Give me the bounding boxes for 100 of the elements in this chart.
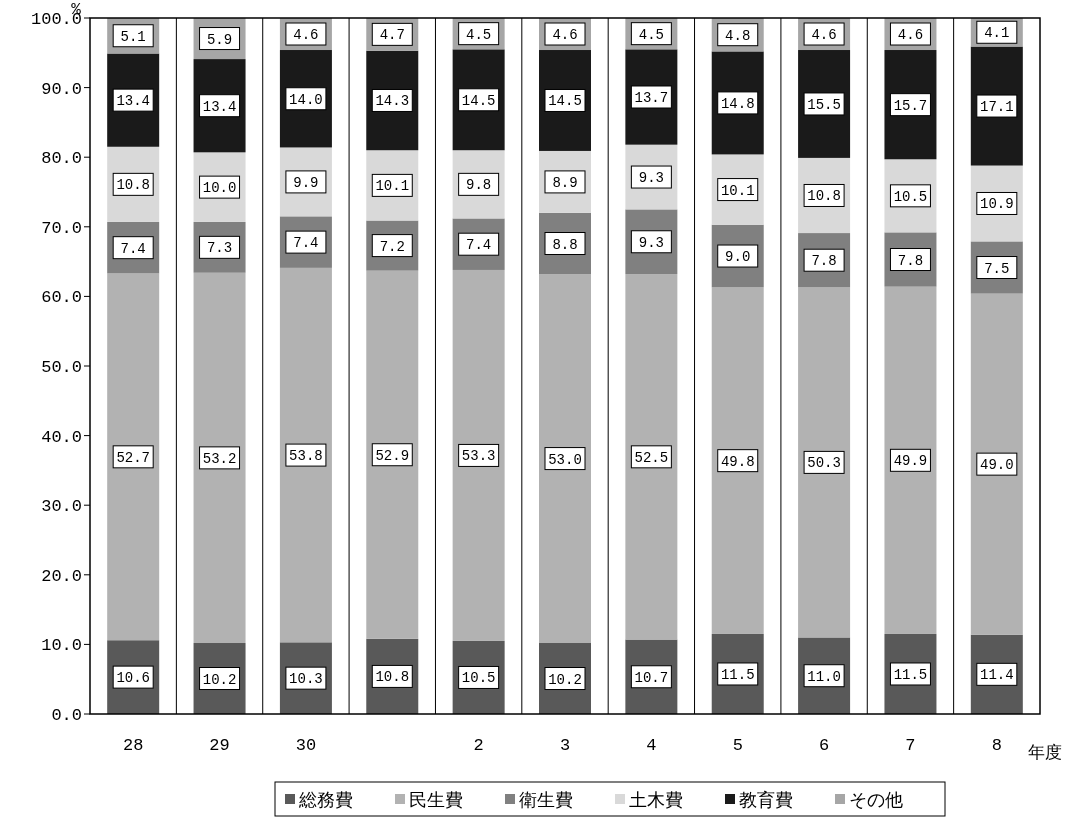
x-tick-label: 30 (295, 736, 317, 755)
x-tick-label: 2 (473, 736, 484, 755)
y-tick-label: 30.0 (41, 497, 82, 517)
x-axis-title: 年度 (1028, 743, 1062, 763)
data-label: 53.0 (548, 451, 582, 468)
data-label: 13.4 (116, 93, 150, 110)
data-label: 49.0 (980, 457, 1014, 474)
data-label: 53.8 (289, 448, 323, 465)
data-label: 7.5 (984, 260, 1010, 277)
data-label: 11.0 (807, 668, 841, 685)
y-tick-label: 90.0 (41, 79, 82, 99)
legend-label: 民生費 (409, 791, 463, 811)
x-tick-label: 8 (991, 736, 1002, 755)
y-tick-label: 40.0 (41, 427, 82, 447)
data-label: 9.3 (638, 170, 664, 187)
data-label: 53.2 (202, 450, 237, 467)
data-label: 9.9 (293, 174, 319, 191)
data-label: 14.0 (289, 91, 323, 108)
data-label: 10.8 (807, 188, 841, 205)
legend-label: 教育費 (739, 790, 793, 811)
legend-label: 総務費 (298, 791, 353, 811)
data-label: 52.5 (634, 449, 669, 466)
data-label: 4.6 (293, 27, 319, 44)
data-label: 10.6 (116, 670, 150, 687)
data-label: 49.9 (893, 453, 928, 470)
data-label: 11.5 (720, 666, 755, 683)
x-tick-label: 3 (559, 736, 571, 755)
data-label: 4.5 (466, 26, 492, 43)
data-label: 10.8 (375, 669, 410, 686)
legend-label: 土木費 (629, 791, 683, 811)
data-label: 10.0 (202, 180, 237, 197)
data-label: 7.8 (897, 252, 924, 269)
y-tick-label: 80.0 (41, 149, 82, 169)
bar (539, 274, 591, 644)
data-label: 52.9 (375, 447, 410, 464)
data-label: 53.3 (461, 448, 496, 465)
data-label: 10.8 (116, 177, 150, 194)
data-label: 8.9 (552, 174, 578, 191)
data-label: 10.1 (720, 182, 755, 199)
bar (625, 274, 678, 640)
x-tick-label: 5 (732, 736, 743, 755)
data-label: 4.6 (897, 27, 924, 44)
bar (107, 273, 160, 641)
data-label: 4.6 (811, 27, 837, 44)
data-label: 7.8 (811, 253, 837, 270)
data-label: 17.1 (980, 99, 1014, 116)
data-label: 15.5 (807, 96, 841, 113)
data-label: 10.5 (893, 188, 928, 205)
bar (279, 267, 332, 643)
bar (711, 287, 764, 634)
data-label: 15.7 (893, 97, 928, 114)
y-tick-label: 0.0 (51, 706, 82, 725)
data-label: 10.1 (375, 178, 410, 195)
bar (798, 287, 851, 638)
data-label: 14.3 (375, 93, 410, 110)
data-label: 14.5 (548, 93, 582, 110)
x-tick-label: 6 (818, 736, 830, 755)
data-label: 11.5 (893, 666, 928, 683)
data-label: 5.9 (206, 31, 233, 48)
y-tick-label: 70.0 (41, 218, 82, 238)
data-label: 7.4 (120, 240, 146, 257)
data-label: 13.7 (634, 90, 669, 106)
data-label: 49.8 (720, 453, 755, 470)
data-label: 10.3 (289, 671, 323, 688)
bar (193, 272, 246, 644)
data-label: 7.4 (293, 235, 319, 252)
bar (452, 269, 505, 641)
y-tick-label: 60.0 (41, 288, 82, 308)
data-label: 4.1 (984, 25, 1010, 42)
data-label: 10.2 (548, 671, 582, 688)
data-label: 5.1 (120, 28, 146, 45)
bar (366, 270, 419, 639)
data-label: 14.8 (720, 95, 755, 112)
bar (884, 286, 937, 634)
data-label: 7.2 (379, 238, 405, 255)
y-tick-label: 50.0 (41, 358, 82, 377)
data-label: 13.4 (202, 98, 237, 115)
data-label: 7.4 (466, 237, 492, 254)
data-label: 4.8 (725, 27, 751, 44)
y-tick-label: 20.0 (41, 566, 82, 586)
data-label: 4.6 (552, 27, 578, 44)
data-label: 9.0 (725, 249, 751, 266)
x-tick-label: 4 (646, 736, 657, 755)
data-label: 4.5 (638, 26, 664, 43)
data-label: 8.8 (552, 236, 578, 253)
data-label: 50.3 (807, 455, 841, 472)
legend-label: 衛生費 (519, 791, 573, 811)
data-label: 14.5 (461, 92, 496, 109)
bar (970, 293, 1023, 635)
y-tick-label: 10.0 (41, 636, 82, 656)
data-label: 10.7 (634, 669, 669, 686)
data-label: 10.5 (461, 670, 496, 687)
data-label: 10.2 (202, 671, 237, 688)
data-label: 10.9 (980, 196, 1014, 213)
data-label: 52.7 (116, 449, 150, 466)
legend-label: その他 (849, 791, 903, 811)
data-label: 7.3 (206, 240, 233, 257)
data-label: 4.7 (379, 27, 405, 44)
data-label: 9.8 (466, 177, 492, 194)
x-tick-label: 7 (905, 736, 916, 755)
